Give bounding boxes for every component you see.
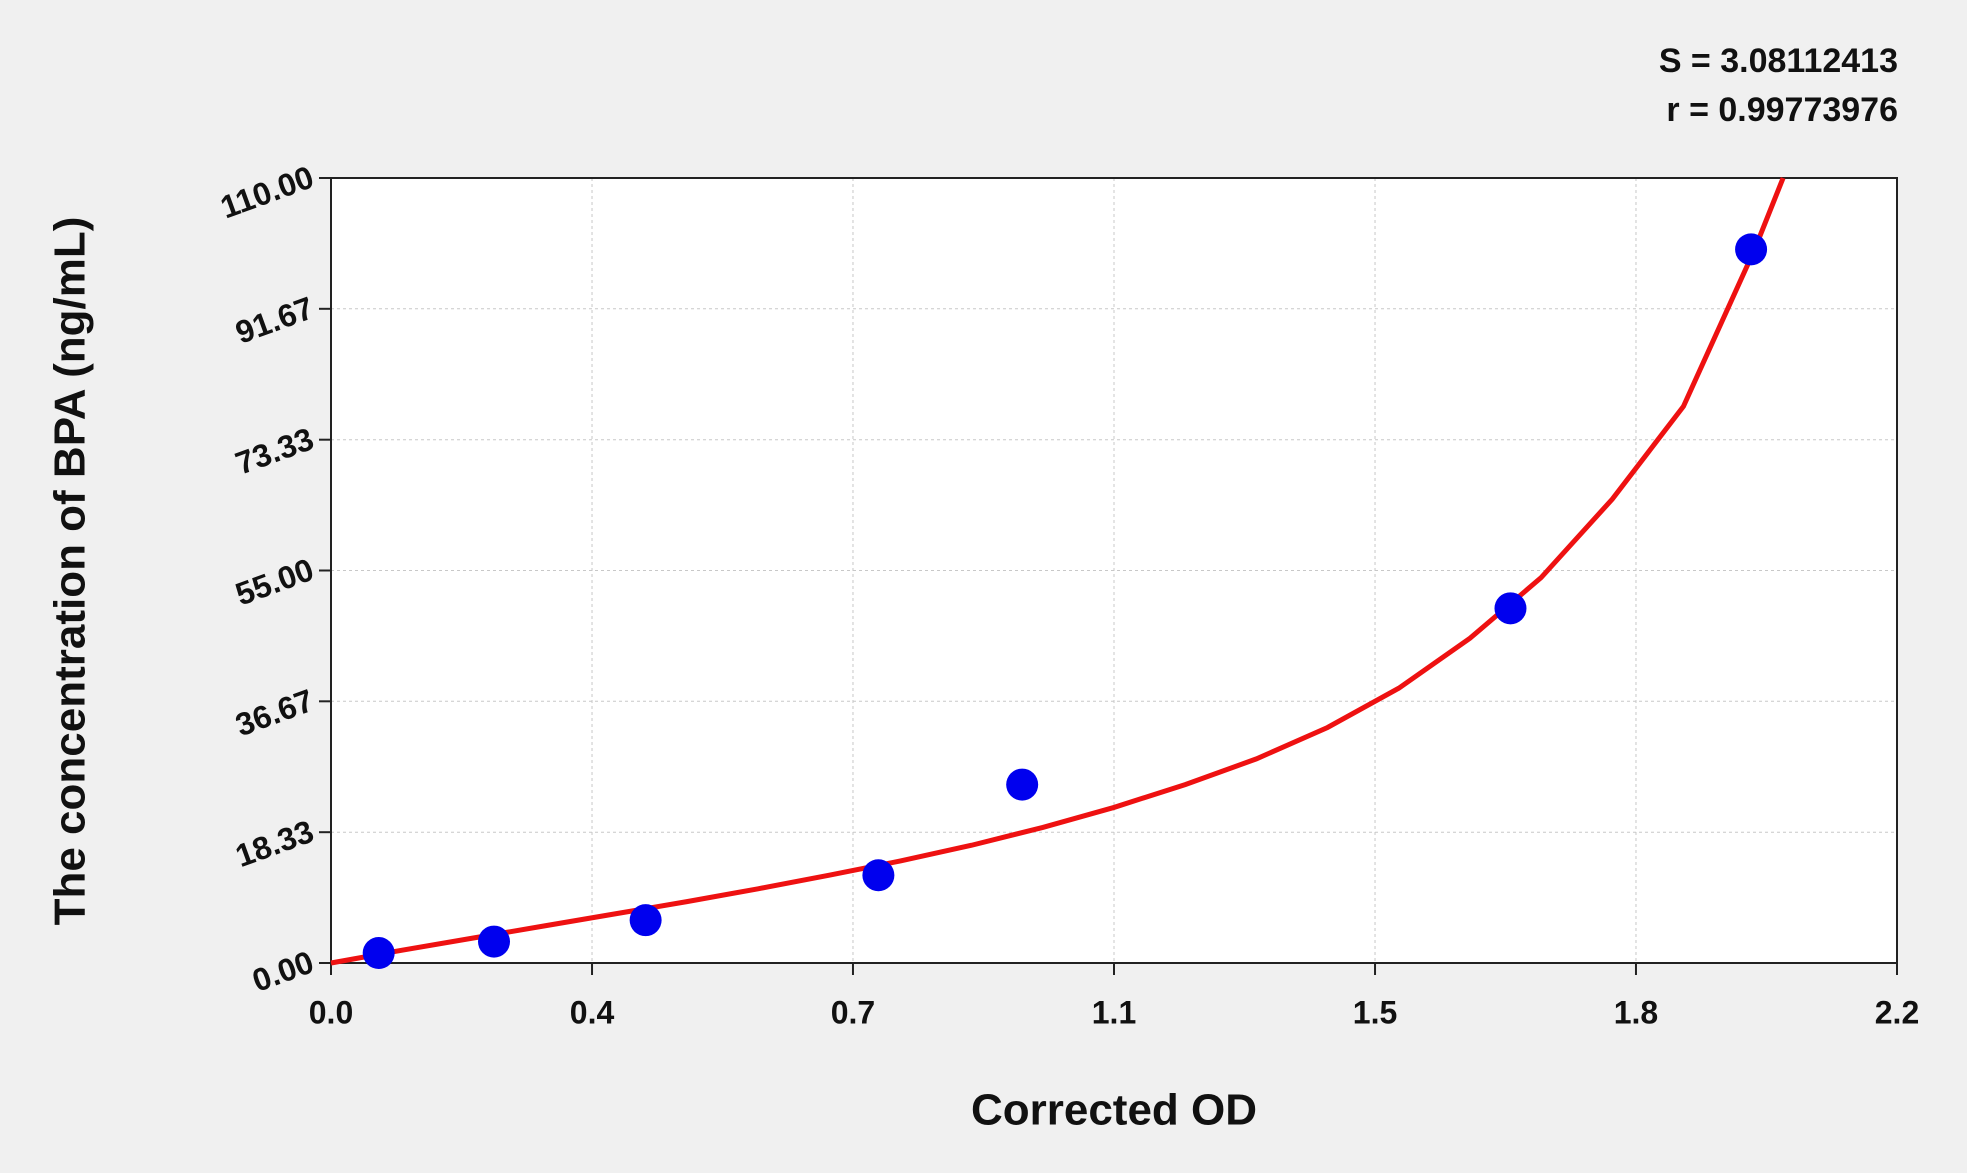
x-tick-label: 0.0 bbox=[309, 994, 353, 1030]
x-tick-label: 0.7 bbox=[831, 994, 875, 1030]
x-tick-label: 1.8 bbox=[1614, 994, 1658, 1030]
y-axis-title: The concentration of BPA (ng/mL) bbox=[46, 217, 95, 926]
x-tick-label: 2.2 bbox=[1875, 994, 1919, 1030]
plot-border bbox=[330, 177, 1898, 964]
fit-curve bbox=[330, 177, 1786, 966]
annotation: S = 3.08112413 bbox=[1659, 42, 1898, 80]
x-tick-label: 1.1 bbox=[1092, 994, 1136, 1030]
data-point bbox=[478, 925, 511, 958]
data-point bbox=[362, 937, 395, 970]
data-point bbox=[1006, 768, 1039, 801]
x-axis-title: Corrected OD bbox=[971, 1086, 1257, 1135]
x-tick-label: 1.5 bbox=[1353, 994, 1397, 1030]
data-point bbox=[629, 904, 662, 937]
data-point bbox=[862, 859, 895, 892]
data-point bbox=[1735, 233, 1768, 266]
annotation: r = 0.99773976 bbox=[1666, 91, 1898, 129]
x-tick-label: 0.4 bbox=[570, 994, 615, 1030]
data-point bbox=[1494, 592, 1527, 625]
